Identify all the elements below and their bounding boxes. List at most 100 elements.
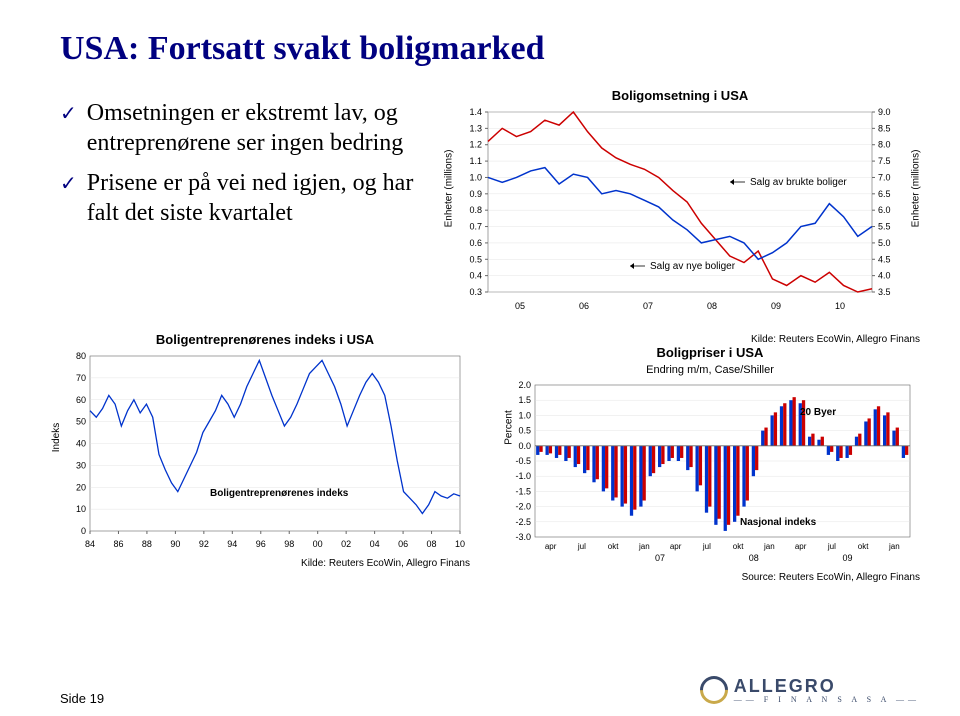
logo-sub: —— F I N A N S A S A —— xyxy=(734,695,920,704)
check-icon: ✓ xyxy=(60,98,77,158)
check-icon: ✓ xyxy=(60,168,77,228)
logo: ALLEGRO —— F I N A N S A S A —— xyxy=(700,676,920,704)
svg-text:jul: jul xyxy=(702,542,711,551)
svg-text:0.6: 0.6 xyxy=(469,238,482,248)
y-right-label: Enheter (millions) xyxy=(911,150,922,228)
chart-builders: Boligentreprenørenes indeks i USA Indeks… xyxy=(60,332,470,583)
logo-text: ALLEGRO xyxy=(734,676,920,697)
svg-text:40: 40 xyxy=(76,439,86,449)
svg-text:-1.0: -1.0 xyxy=(515,471,531,481)
svg-text:08: 08 xyxy=(427,539,437,549)
svg-text:07: 07 xyxy=(655,553,665,563)
svg-text:86: 86 xyxy=(113,539,123,549)
svg-text:0.9: 0.9 xyxy=(469,189,482,199)
svg-text:Boligentreprenørenes indeks: Boligentreprenørenes indeks xyxy=(210,488,349,499)
chart-builders-svg: 0102030405060708084868890929496980002040… xyxy=(60,351,470,551)
svg-text:88: 88 xyxy=(142,539,152,549)
logo-swirl-icon xyxy=(694,670,734,710)
svg-text:00: 00 xyxy=(313,539,323,549)
svg-text:Nasjonal indeks: Nasjonal indeks xyxy=(740,517,817,528)
svg-text:30: 30 xyxy=(76,460,86,470)
svg-text:50: 50 xyxy=(76,417,86,427)
svg-text:apr: apr xyxy=(670,542,682,551)
svg-text:3.5: 3.5 xyxy=(878,287,891,297)
chart-builders-title: Boligentreprenørenes indeks i USA xyxy=(60,332,470,347)
svg-text:1.4: 1.4 xyxy=(469,107,482,117)
bullet-2: ✓ Prisene er på vei ned igjen, og har fa… xyxy=(60,168,430,228)
svg-text:7.0: 7.0 xyxy=(878,172,891,182)
svg-text:1.1: 1.1 xyxy=(469,156,482,166)
svg-text:10: 10 xyxy=(76,504,86,514)
svg-text:07: 07 xyxy=(643,301,653,311)
svg-text:08: 08 xyxy=(707,301,717,311)
svg-text:jan: jan xyxy=(763,542,775,551)
svg-text:1.3: 1.3 xyxy=(469,123,482,133)
svg-text:5.5: 5.5 xyxy=(878,222,891,232)
svg-text:20 Byer: 20 Byer xyxy=(800,407,836,418)
bullet-text-2: Prisene er på vei ned igjen, og har falt… xyxy=(87,168,430,228)
svg-text:9.0: 9.0 xyxy=(878,107,891,117)
svg-text:20: 20 xyxy=(76,482,86,492)
svg-text:-2.0: -2.0 xyxy=(515,502,531,512)
svg-text:60: 60 xyxy=(76,395,86,405)
svg-text:5.0: 5.0 xyxy=(878,238,891,248)
chart-prices-sub: Endring m/m, Case/Shiller xyxy=(500,364,920,376)
chart-prices-title: Boligpriser i USA xyxy=(500,345,920,360)
svg-text:-0.5: -0.5 xyxy=(515,456,531,466)
svg-text:1.0: 1.0 xyxy=(469,172,482,182)
y-left-label: Enheter (millions) xyxy=(443,150,454,228)
page-title: USA: Fortsatt svakt boligmarked xyxy=(60,30,920,68)
svg-text:08: 08 xyxy=(749,553,759,563)
svg-text:8.0: 8.0 xyxy=(878,140,891,150)
svg-text:jan: jan xyxy=(888,542,900,551)
svg-text:6.5: 6.5 xyxy=(878,189,891,199)
builders-kilde: Kilde: Reuters EcoWin, Allegro Finans xyxy=(60,558,470,569)
page-footer: Side 19 xyxy=(60,691,104,706)
prices-kilde-top: Kilde: Reuters EcoWin, Allegro Finans xyxy=(500,334,920,345)
svg-text:1.5: 1.5 xyxy=(518,395,531,405)
svg-text:10: 10 xyxy=(455,539,465,549)
bullet-1: ✓ Omsetningen er ekstremt lav, og entrep… xyxy=(60,98,430,158)
svg-text:2.0: 2.0 xyxy=(518,380,531,390)
bullet-text-1: Omsetningen er ekstremt lav, og entrepre… xyxy=(87,98,430,158)
svg-text:84: 84 xyxy=(85,539,95,549)
svg-text:0.5: 0.5 xyxy=(518,426,531,436)
svg-text:6.0: 6.0 xyxy=(878,205,891,215)
svg-text:8.5: 8.5 xyxy=(878,123,891,133)
svg-text:02: 02 xyxy=(341,539,351,549)
chart-turnover: Boligomsetning i USA Enheter (millions) … xyxy=(450,88,910,322)
svg-text:okt: okt xyxy=(858,542,869,551)
svg-text:Salg av brukte boliger: Salg av brukte boliger xyxy=(750,177,847,188)
svg-text:-1.5: -1.5 xyxy=(515,486,531,496)
prices-y-label: Percent xyxy=(504,410,515,444)
chart-turnover-svg: 0.30.40.50.60.70.80.91.01.11.21.31.43.54… xyxy=(450,107,910,317)
svg-text:09: 09 xyxy=(771,301,781,311)
svg-text:apr: apr xyxy=(545,542,557,551)
svg-text:06: 06 xyxy=(398,539,408,549)
svg-text:0.7: 0.7 xyxy=(469,222,482,232)
builders-y-label: Indeks xyxy=(51,423,62,452)
svg-text:0.4: 0.4 xyxy=(469,271,482,281)
svg-text:-3.0: -3.0 xyxy=(515,532,531,542)
svg-text:-2.5: -2.5 xyxy=(515,517,531,527)
svg-text:80: 80 xyxy=(76,351,86,361)
svg-text:06: 06 xyxy=(579,301,589,311)
svg-text:04: 04 xyxy=(370,539,380,549)
svg-text:jan: jan xyxy=(638,542,650,551)
svg-text:1.2: 1.2 xyxy=(469,140,482,150)
svg-text:0.8: 0.8 xyxy=(469,205,482,215)
svg-text:0.0: 0.0 xyxy=(518,441,531,451)
bullets-column: ✓ Omsetningen er ekstremt lav, og entrep… xyxy=(60,88,430,322)
svg-text:okt: okt xyxy=(733,542,744,551)
svg-text:92: 92 xyxy=(199,539,209,549)
svg-text:okt: okt xyxy=(608,542,619,551)
svg-text:09: 09 xyxy=(842,553,852,563)
svg-text:98: 98 xyxy=(284,539,294,549)
prices-source: Source: Reuters EcoWin, Allegro Finans xyxy=(500,572,920,583)
svg-text:7.5: 7.5 xyxy=(878,156,891,166)
svg-text:1.0: 1.0 xyxy=(518,410,531,420)
svg-text:Salg av nye boliger: Salg av nye boliger xyxy=(650,261,736,272)
chart-prices-svg: -3.0 -2.5 -2.0 -1.5 -1.0 -0.5 0.0 0.5 1.0 1.5 2.0 a… xyxy=(500,380,920,565)
svg-text:0.5: 0.5 xyxy=(469,254,482,264)
chart-turnover-title: Boligomsetning i USA xyxy=(450,88,910,103)
